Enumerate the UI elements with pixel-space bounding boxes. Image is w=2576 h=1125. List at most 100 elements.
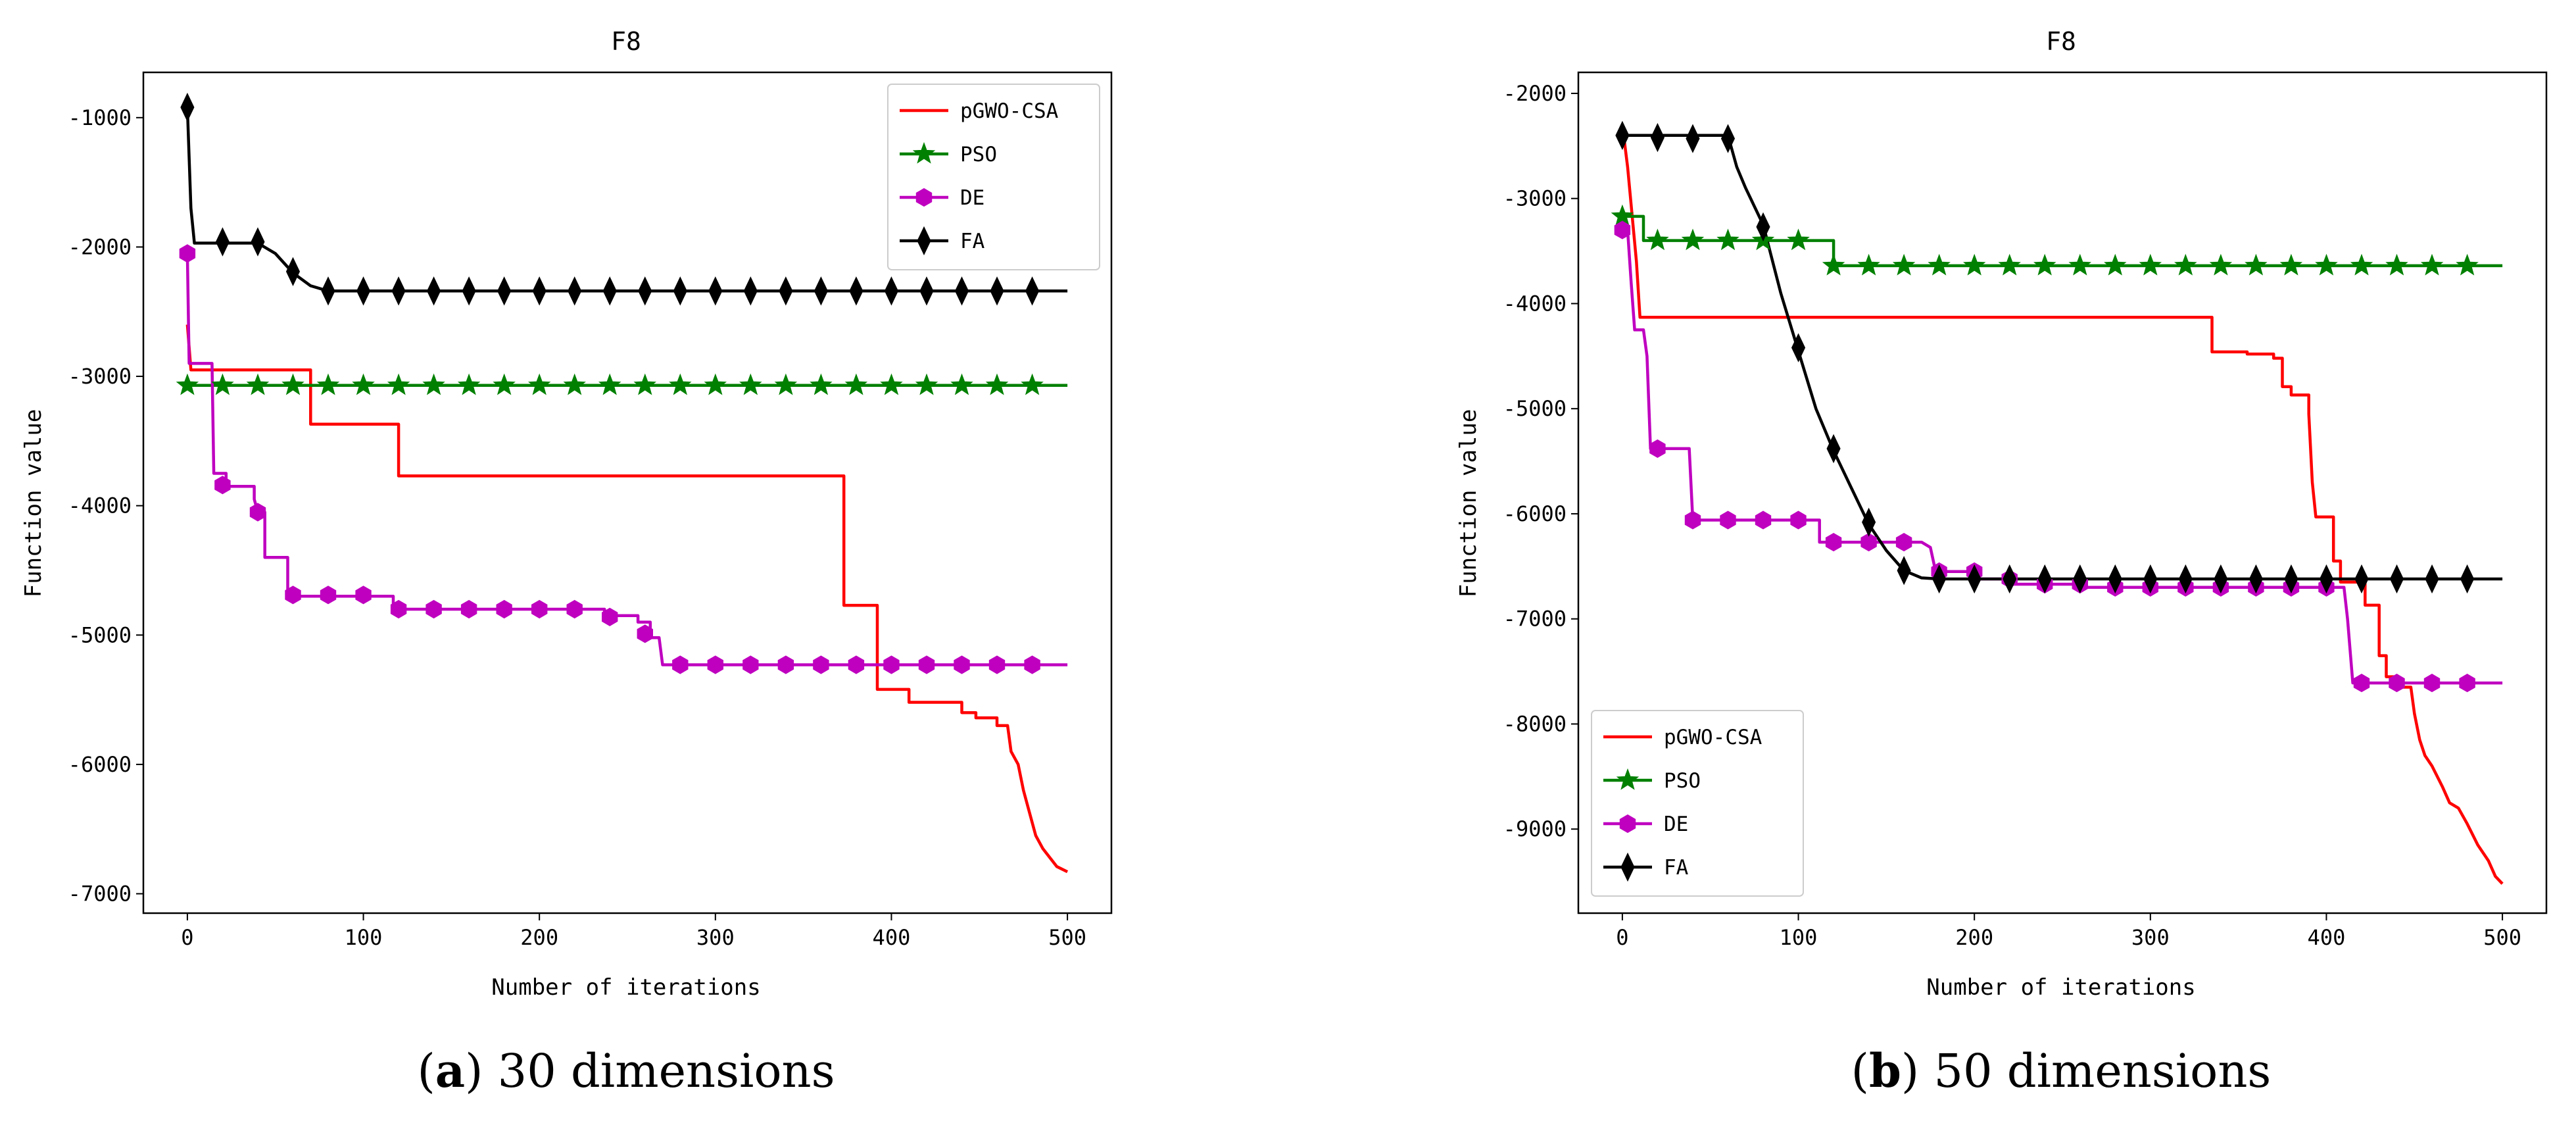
data-point-pso-a [316, 373, 340, 395]
data-point-fa-b [1686, 124, 1700, 153]
data-point-fa-b [2143, 564, 2158, 594]
data-point-pso-b [2315, 253, 2338, 276]
data-point-de-b [1895, 533, 1912, 552]
data-point-fa-a [391, 276, 406, 306]
x-tick-label-a: 100 [345, 925, 383, 950]
data-point-fa-b [1826, 434, 1841, 464]
y-tick-label-a: -6000 [68, 752, 132, 777]
x-tick-label-b: 300 [2131, 925, 2170, 950]
data-point-de-b [2353, 674, 2370, 693]
data-point-fa-b [1791, 333, 1806, 362]
data-point-fa-a [990, 276, 1004, 306]
caption-b: (b) 50 dimensions [1851, 1043, 2272, 1098]
data-point-pso-b [2385, 253, 2408, 276]
x-tick-label-a: 300 [696, 925, 735, 950]
legend-label-fa-b: FA [1664, 856, 1689, 880]
data-point-de-a [285, 586, 301, 605]
x-tick-label-b: 100 [1780, 925, 1818, 950]
legend-marker-de-a [915, 188, 933, 207]
y-tick-label-b: -9000 [1503, 816, 1567, 841]
data-point-de-a [813, 655, 829, 674]
data-point-fa-a [180, 92, 195, 122]
legend-b: pGWO-CSA PSO DE FA [1591, 710, 1804, 897]
data-point-pso-a [844, 373, 868, 395]
data-point-de-b [1790, 511, 1807, 530]
legend-marker-pso-b [1616, 768, 1640, 790]
data-point-pso-a [211, 373, 234, 395]
data-point-pso-a [352, 373, 375, 395]
data-point-pso-b [1892, 253, 1916, 276]
data-point-pso-a [985, 373, 1009, 395]
legend-label-pgwo-csa-b: pGWO-CSA [1664, 726, 1762, 749]
data-point-fa-b [1756, 212, 1770, 241]
data-point-pso-b [2104, 253, 2127, 276]
data-point-pso-b [1928, 253, 1951, 276]
data-point-fa-b [2214, 564, 2228, 594]
y-tick-label-b: -3000 [1503, 186, 1567, 211]
caption-text-b: 50 dimensions [1919, 1044, 2271, 1098]
data-point-fa-a [215, 227, 230, 257]
data-point-pso-b [2139, 253, 2162, 276]
legend-marker-pso-a [912, 141, 936, 164]
chart-panel-a: F8 Function value Number of iterations 0… [20, 27, 1113, 1098]
data-point-de-b [1649, 439, 1666, 458]
data-point-fa-a [356, 276, 371, 306]
x-axis-label-a: Number of iterations [491, 974, 760, 1001]
data-point-fa-a [849, 276, 863, 306]
x-tick-label-a: 200 [520, 925, 558, 950]
data-point-pso-b [1998, 253, 2021, 276]
data-point-fa-b [2319, 564, 2334, 594]
data-point-de-a [742, 655, 759, 674]
data-point-pso-a [422, 373, 445, 395]
data-point-de-a [1024, 655, 1040, 674]
data-point-de-a [883, 655, 900, 674]
y-axis-label-b: Function value [1455, 409, 1482, 598]
data-point-de-a [672, 655, 689, 674]
y-tick-label-b: -5000 [1503, 396, 1567, 421]
data-point-fa-b [2354, 564, 2369, 594]
data-point-pso-a [457, 373, 481, 395]
data-point-fa-b [2284, 564, 2298, 594]
data-point-pso-a [704, 373, 727, 395]
data-point-pso-b [2209, 253, 2233, 276]
data-point-pso-a [669, 373, 692, 395]
caption-a: (a) 30 dimensions [417, 1043, 835, 1098]
data-point-pso-a [950, 373, 973, 395]
legend-a: pGWO-CSA PSO DE FA [887, 84, 1100, 270]
y-tick-label-b: -6000 [1503, 501, 1567, 526]
data-point-fa-a [427, 276, 441, 306]
data-point-de-a [249, 503, 266, 522]
data-point-fa-a [462, 276, 476, 306]
y-tick-label-b: -7000 [1503, 607, 1567, 632]
x-tick-label-b: 500 [2483, 925, 2521, 950]
data-point-fa-b [2073, 564, 2087, 594]
data-point-fa-a [602, 276, 617, 306]
data-point-fa-a [814, 276, 828, 306]
y-tick-label-a: -3000 [68, 364, 132, 389]
y-tick-label-a: -1000 [68, 105, 132, 130]
chart-title-b: F8 [2046, 27, 2076, 56]
chart-panel-b: F8 Function value Number of iterations 0… [1455, 27, 2548, 1098]
data-point-pso-a [810, 373, 833, 395]
data-point-pso-a [246, 373, 270, 395]
data-point-fa-a [321, 276, 335, 306]
plot-area-b: 0 100 200 300 400 500 -2000 -3000 -4000 -5000 -600… [1503, 71, 2548, 950]
data-point-de-b [2389, 674, 2405, 693]
data-point-de-a [320, 586, 337, 605]
data-point-pso-a [739, 373, 762, 395]
data-point-fa-b [1862, 507, 1876, 537]
data-point-de-b [1825, 533, 1842, 552]
data-point-pso-a [915, 373, 938, 395]
data-point-fa-b [2389, 564, 2404, 594]
data-point-fa-a [568, 276, 582, 306]
axes-frame-a [142, 71, 1113, 914]
x-tick-label-b: 400 [2308, 925, 2346, 950]
data-point-de-a [954, 655, 970, 674]
data-point-de-a [179, 244, 196, 263]
y-tick-label-b: -8000 [1503, 711, 1567, 736]
data-point-pso-a [633, 373, 657, 395]
data-point-fa-b [2037, 564, 2052, 594]
data-point-fa-b [2003, 564, 2017, 594]
data-point-fa-b [2108, 564, 2122, 594]
data-point-de-a [566, 599, 583, 619]
